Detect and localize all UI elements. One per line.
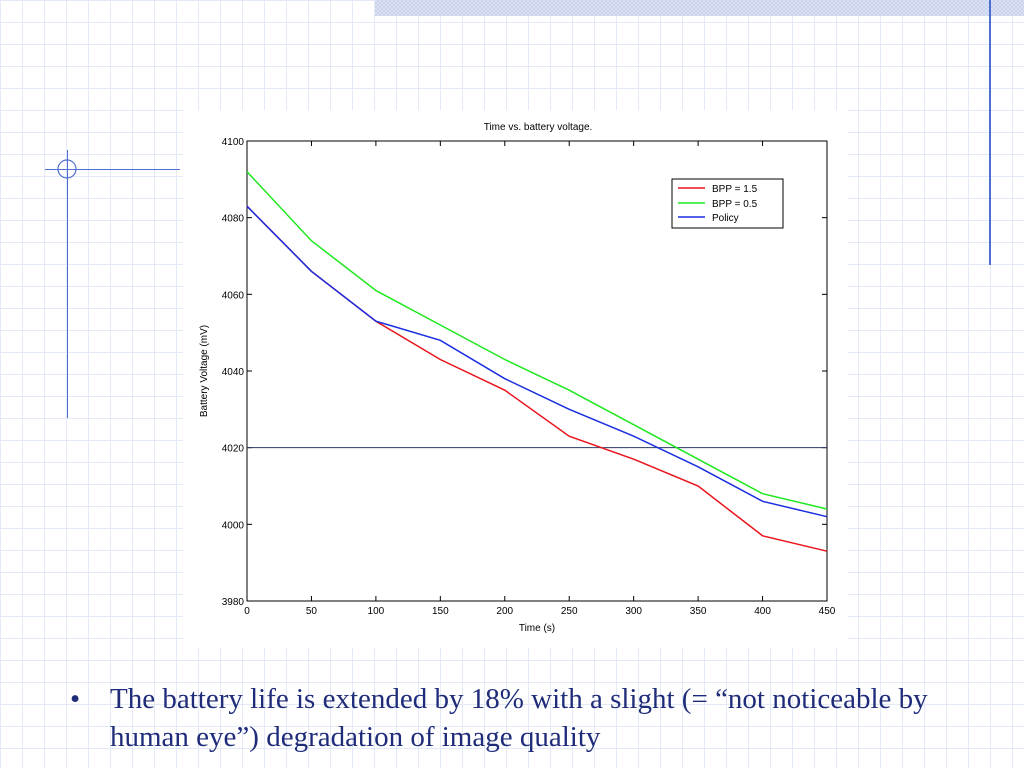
x-tick-label: 200 (496, 606, 513, 617)
y-tick-label: 4080 (222, 214, 245, 225)
y-tick-label: 4040 (222, 367, 245, 378)
legend-label-policy: Policy (712, 213, 739, 224)
x-tick-label: 250 (561, 606, 578, 617)
x-tick-label: 0 (244, 606, 250, 617)
x-tick-label: 450 (819, 606, 836, 617)
decorative-vertical-line-right (989, 0, 991, 265)
x-tick-label: 400 (754, 606, 771, 617)
series-line-policy (246, 205, 828, 518)
x-tick-label: 350 (690, 606, 707, 617)
y-tick-label: 4060 (222, 290, 245, 301)
x-tick-label: 100 (368, 606, 385, 617)
x-axis-label: Time (s) (519, 623, 555, 634)
chart-title: Time vs. battery voltage. (484, 122, 593, 133)
y-tick-label: 3980 (222, 597, 245, 608)
series-lines (246, 171, 828, 552)
series-line-bpp-0-5 (246, 171, 828, 510)
chart-panel: Time vs. battery voltage. 0 50 100 150 200 25… (183, 110, 848, 648)
y-tick-label: 4020 (222, 444, 245, 455)
crosshair-icon (57, 159, 77, 179)
y-tick-label: 4000 (222, 520, 245, 531)
legend: BPP = 1.5 BPP = 0.5 Policy (671, 178, 784, 229)
legend-label-bpp-0-5: BPP = 0.5 (712, 199, 758, 210)
x-tick-label: 150 (432, 606, 449, 617)
x-tick-label: 50 (306, 606, 318, 617)
decorative-horizontal-line (45, 169, 180, 170)
legend-label-bpp-1-5: BPP = 1.5 (712, 184, 758, 195)
y-tick-label: 4100 (222, 137, 245, 148)
top-decorative-band (375, 0, 1024, 16)
voltage-chart: Time vs. battery voltage. 0 50 100 150 200 25… (199, 122, 836, 634)
decorative-vertical-line-left (67, 150, 68, 418)
y-axis-label: Battery Voltage (mV) (199, 325, 210, 417)
bullet-text: The battery life is extended by 18% with… (110, 683, 928, 753)
x-tick-label: 300 (625, 606, 642, 617)
axis-ticks: 0 50 100 150 200 250 300 350 400 450 3980 4000 4020 4… (222, 137, 836, 617)
bullet-marker: • (70, 683, 81, 715)
